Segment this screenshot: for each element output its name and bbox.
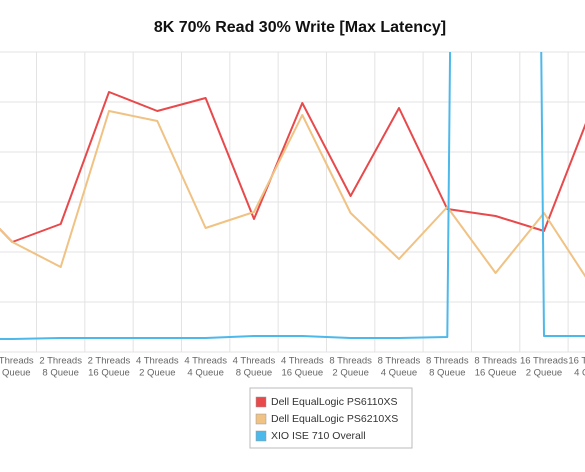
plot-area <box>0 52 585 340</box>
x-tick-label: 2 Queue <box>526 368 562 379</box>
x-tick-label: 4 Threads <box>281 356 324 367</box>
x-tick-label: 8 Threads <box>426 356 469 367</box>
legend-box <box>249 387 413 449</box>
x-tick-label: 8 Queue <box>236 368 272 379</box>
x-tick-label: 4 Queue <box>0 368 31 379</box>
x-tick-label: 2 Threads <box>39 356 82 367</box>
legend-swatch <box>255 430 267 442</box>
series-line <box>0 110 585 278</box>
x-tick-label: 2 Threads <box>88 356 131 367</box>
x-tick-label: 16 Queue <box>88 368 130 379</box>
chart-title: 8K 70% Read 30% Write [Max Latency] <box>154 19 446 36</box>
x-tick-label: 4 Queue <box>381 368 417 379</box>
legend: Dell EqualLogic PS6110XS Dell EqualLogic … <box>255 396 398 442</box>
x-tick-label: 4 Threads <box>233 356 276 367</box>
x-tick-label: 2 Queue <box>139 368 175 379</box>
x-tick-label: 2 Queue <box>332 368 368 379</box>
legend-label: Dell EqualLogic PS6210XS <box>271 413 398 425</box>
x-tick-label: 16 Threads <box>520 356 568 367</box>
x-tick-label: 8 Threads <box>329 356 372 367</box>
legend-label: XIO ISE 710 Overall <box>271 430 366 442</box>
grid <box>0 51 585 353</box>
x-tick-label: 2 Threads <box>0 356 34 367</box>
x-tick-label: 8 Queue <box>429 368 465 379</box>
legend-label: Dell EqualLogic PS6110XS <box>271 396 397 408</box>
series-line <box>0 52 585 340</box>
x-tick-label: 16 Queue <box>475 368 517 379</box>
x-tick-label: 4 Threads <box>136 356 179 367</box>
x-tick-label: 16 Queue <box>281 368 323 379</box>
x-tick-label: 4 Queue <box>187 368 223 379</box>
legend-swatch <box>255 413 267 425</box>
x-tick-label: 4 Queue <box>574 368 585 379</box>
x-tick-label: 16 Threads <box>568 356 585 367</box>
x-tick-label: 8 Queue <box>42 368 78 379</box>
legend-swatch <box>255 396 267 408</box>
x-tick-label: 8 Threads <box>378 356 421 367</box>
series-line <box>0 91 585 243</box>
x-tick-label: 8 Threads <box>474 356 517 367</box>
x-tick-label: 4 Threads <box>184 356 227 367</box>
